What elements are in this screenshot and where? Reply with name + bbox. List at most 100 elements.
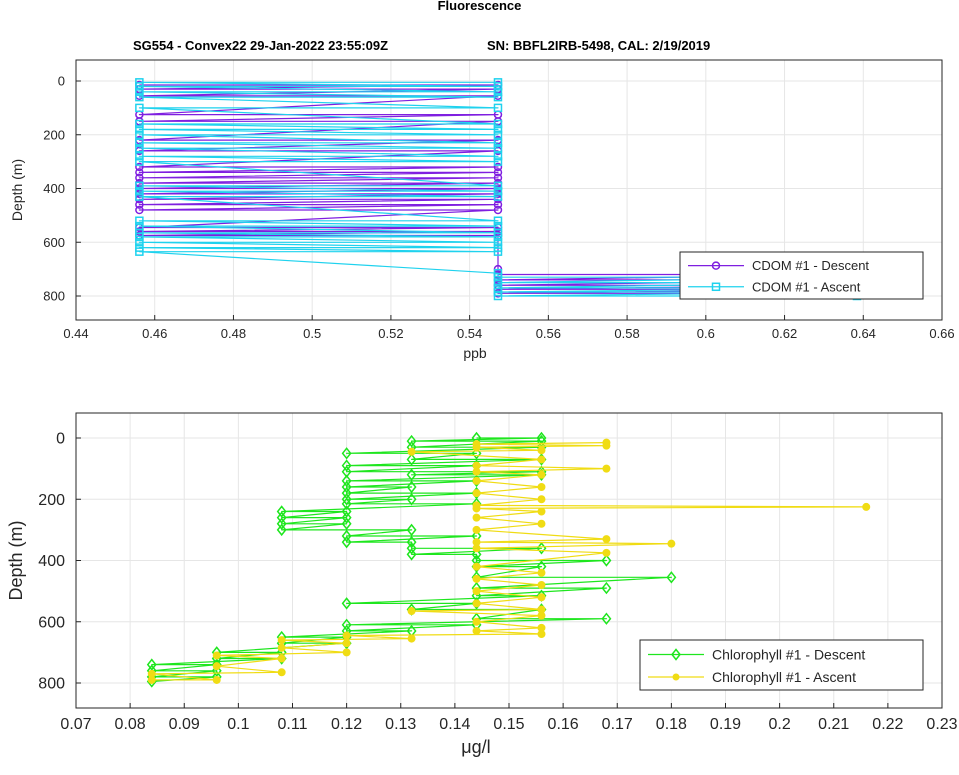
y-axis-label: Depth (m) <box>6 520 26 600</box>
series-cdom-1-ascent-point <box>135 152 144 161</box>
series-chlorophyll-1-descent-point <box>601 581 612 595</box>
series-chlorophyll-1-ascent-point <box>537 568 546 577</box>
x-tick-label: 0.64 <box>851 326 876 341</box>
series-chlorophyll-1-descent-point <box>146 658 157 671</box>
series-cdom-1-ascent-point <box>493 181 503 191</box>
legend-box <box>679 251 924 300</box>
series-cdom-1-descent-point <box>135 168 144 177</box>
series-cdom-1-ascent-point <box>135 103 144 113</box>
series-chlorophyll-1-ascent-point <box>472 599 481 608</box>
series-chlorophyll-1-ascent-point <box>472 626 481 635</box>
series-chlorophyll-1-descent-point <box>341 535 352 549</box>
series-chlorophyll-1-ascent-point <box>407 634 416 643</box>
series-chlorophyll-1-descent-point <box>601 612 612 625</box>
legend: Chlorophyll #1 - Descent Chlorophyll #1 -… <box>639 639 924 691</box>
x-tick-label: 0.54 <box>457 326 482 341</box>
series-chlorophyll-1-ascent-point <box>537 519 546 528</box>
x-tick-label: 0.62 <box>772 326 797 341</box>
x-tick-label: 0.5 <box>303 326 321 341</box>
series-chlorophyll-1-ascent-point <box>537 581 546 589</box>
series-cdom-1-ascent-point <box>493 278 503 287</box>
series-cdom-1-ascent-point <box>493 152 503 161</box>
x-tick-label: 0.08 <box>115 716 146 733</box>
series-chlorophyll-1-descent-point <box>406 523 417 537</box>
y-tick-label: 0 <box>58 74 65 89</box>
series-chlorophyll-1-ascent-point <box>537 623 546 632</box>
series-cdom-1-ascent-point <box>135 238 144 247</box>
y-tick-label: 400 <box>43 181 65 196</box>
y-tick-label: 800 <box>38 676 65 693</box>
series-chlorophyll-1-descent-point <box>406 480 417 494</box>
series-cdom-1-ascent-point <box>493 125 503 134</box>
series-chlorophyll-1-descent-point <box>341 497 352 511</box>
series-chlorophyll-1-ascent-point <box>537 507 546 516</box>
series-chlorophyll-1-ascent-point <box>342 639 351 648</box>
series-chlorophyll-1-descent-point <box>341 505 352 518</box>
series-chlorophyll-1-descent-point <box>666 571 677 584</box>
series-cdom-1-descent-point <box>493 168 503 177</box>
series-chlorophyll-1-ascent-point <box>472 617 481 626</box>
series-chlorophyll-1-ascent-point <box>472 574 481 583</box>
series-chlorophyll-1-ascent-point <box>537 483 546 491</box>
series-chlorophyll-1-ascent-point <box>277 668 286 677</box>
series-cdom-1-ascent-point <box>493 130 503 139</box>
series-cdom-1-descent-point <box>493 200 503 209</box>
x-tick-label: 0.11 <box>278 716 308 733</box>
series-chlorophyll-1-ascent-point <box>537 593 546 602</box>
series-chlorophyll-1-descent-point <box>406 434 417 448</box>
series-chlorophyll-1-ascent-point <box>212 675 221 684</box>
series-layer <box>135 78 862 301</box>
series-chlorophyll-1-ascent-point <box>862 502 871 511</box>
x-tick-label: 0.56 <box>536 326 561 341</box>
series-chlorophyll-1-descent-point <box>341 597 352 610</box>
series-cdom-1-ascent-point <box>135 78 144 87</box>
series-cdom-1-descent-point <box>493 162 503 172</box>
legend-marker <box>711 261 721 270</box>
y-tick-label: 200 <box>38 492 65 509</box>
series-chlorophyll-1-ascent-point <box>472 489 481 498</box>
series-chlorophyll-1-ascent-point <box>472 440 481 449</box>
x-axis-label: μg/l <box>461 737 490 757</box>
x-tick-label: 0.16 <box>548 716 579 733</box>
x-tick-label: 0.2 <box>769 716 791 733</box>
x-tick-label: 0.09 <box>169 716 200 733</box>
series-chlorophyll-1-ascent-point <box>277 636 286 645</box>
series-cdom-1-ascent-point <box>135 186 144 196</box>
series-chlorophyll-1-ascent-point <box>212 662 221 671</box>
axes-box <box>75 59 943 321</box>
series-cdom-1-ascent-point <box>135 92 144 102</box>
series-cdom-1-ascent <box>135 78 862 301</box>
series-chlorophyll-1-ascent-point <box>472 513 481 522</box>
series-cdom-1-descent-point <box>135 205 144 215</box>
series-cdom-1-ascent-point <box>493 243 503 252</box>
series-chlorophyll-1-ascent-point <box>342 648 351 657</box>
series-layer <box>146 431 871 688</box>
series-chlorophyll-1-ascent-line <box>151 442 867 681</box>
y-tick-label: 600 <box>38 614 65 631</box>
series-chlorophyll-1-descent-point <box>406 468 417 481</box>
x-tick-label: 0.14 <box>439 716 470 733</box>
x-tick-label: 0.18 <box>656 716 687 733</box>
series-cdom-1-ascent-point <box>493 78 503 87</box>
series-chlorophyll-1-descent-point <box>341 480 352 494</box>
series-chlorophyll-1-descent-point <box>276 511 287 524</box>
x-tick-label: 0.1 <box>227 716 249 733</box>
legend-marker <box>671 648 681 661</box>
series-cdom-1-ascent-point <box>493 283 503 293</box>
legend-entry-label: Chlorophyll #1 - Descent <box>712 646 865 662</box>
x-tick-label: 0.66 <box>929 326 954 341</box>
series-chlorophyll-1-descent-point <box>341 511 352 524</box>
y-axis-label: Depth (m) <box>9 159 25 221</box>
series-cdom-1-descent-point <box>493 173 503 182</box>
legend-marker <box>711 282 721 292</box>
series-chlorophyll-1-ascent-point <box>602 548 611 557</box>
series-cdom-1-ascent-point <box>135 192 144 201</box>
series-chlorophyll-1-descent-point <box>341 618 352 632</box>
series-cdom-1-ascent-point <box>493 143 503 153</box>
series-cdom-1-ascent-point <box>493 192 503 201</box>
series-chlorophyll-1-ascent-point <box>472 461 481 470</box>
y-tick-label: 400 <box>38 553 65 570</box>
series-cdom-1-ascent-point <box>135 125 144 134</box>
y-tick-label: 0 <box>56 431 65 448</box>
series-chlorophyll-1-descent-point <box>406 548 417 561</box>
